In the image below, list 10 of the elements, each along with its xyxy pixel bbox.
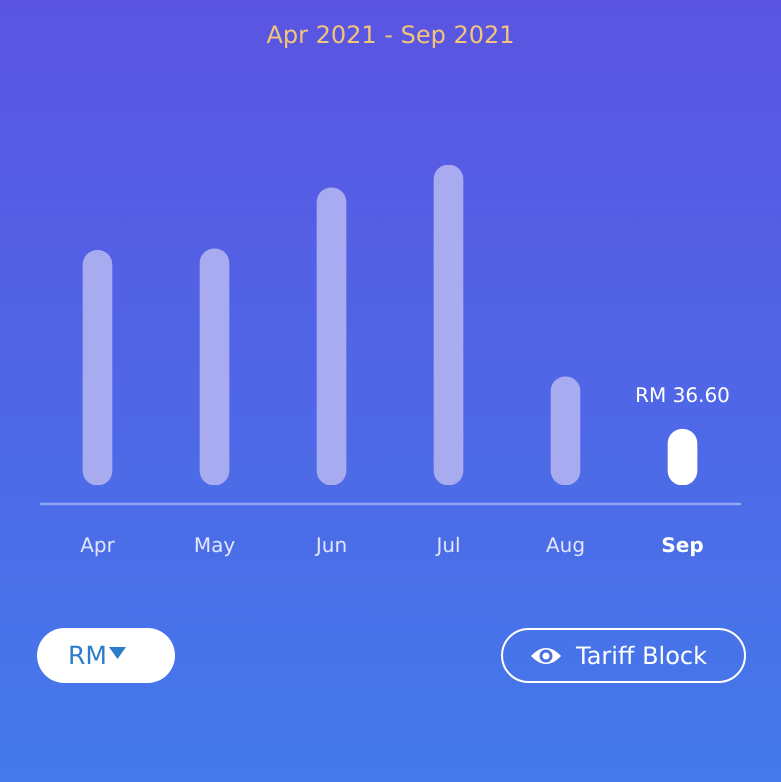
- x-tick-label: Jun: [314, 533, 348, 558]
- unit-dropdown: RM: [37, 628, 175, 683]
- x-tick-label: Sep: [661, 533, 704, 558]
- x-tick-label: Jul: [434, 533, 461, 558]
- toggle-button: Tariff Block: [501, 628, 746, 683]
- data-label: RM 36.60: [635, 383, 730, 408]
- x-tick-label: Apr: [80, 533, 116, 558]
- x-tick-label: Aug: [546, 533, 586, 558]
- x-tick-label: May: [194, 533, 236, 558]
- chart-title: Apr 2021 - Sep 2021: [265, 21, 516, 49]
